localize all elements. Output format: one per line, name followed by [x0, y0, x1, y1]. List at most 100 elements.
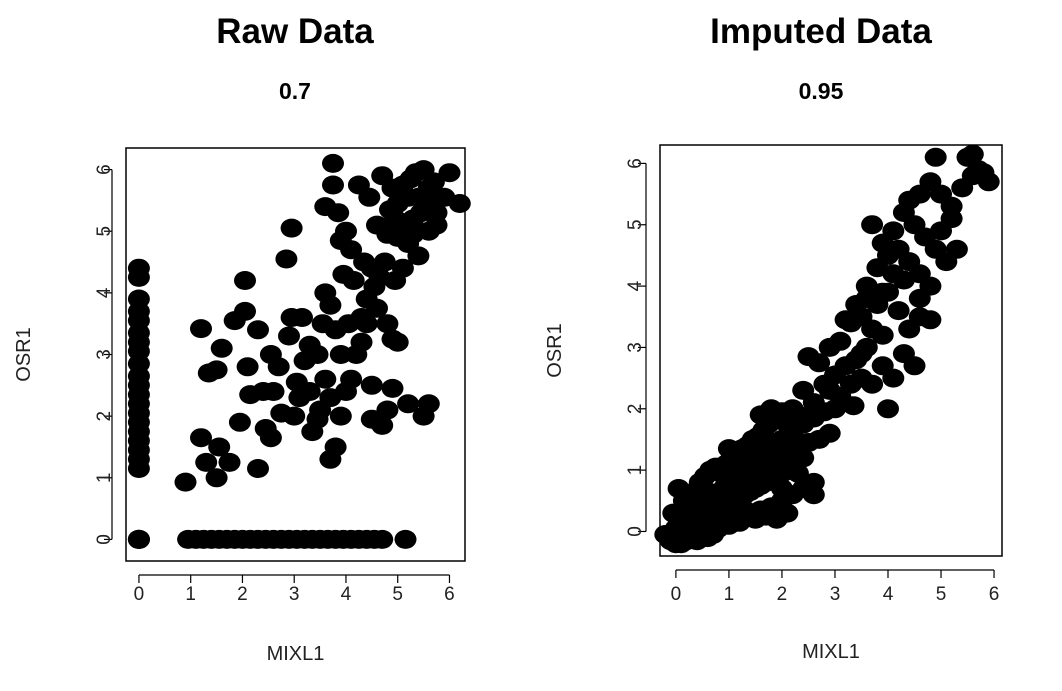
data-point	[407, 246, 430, 266]
data-point	[205, 468, 228, 488]
data-point	[234, 301, 256, 321]
x-tick-label: 4	[883, 584, 894, 605]
raw-data-plot: 0 1 2 3 4 5 6 0 1 2 3 4 5 6 MIXL1 OSR1	[13, 147, 471, 665]
data-point	[802, 393, 825, 413]
data-point	[353, 252, 376, 272]
data-point	[278, 326, 300, 346]
data-point	[391, 258, 414, 278]
data-point	[319, 295, 342, 315]
data-point	[945, 239, 968, 259]
data-point	[376, 400, 399, 420]
data-point	[332, 264, 355, 284]
data-points	[654, 144, 1000, 554]
data-point	[319, 449, 342, 469]
data-point	[871, 282, 894, 302]
x-axis-label: MIXL1	[267, 643, 325, 665]
data-point	[386, 332, 409, 352]
y-tick-label: 4	[625, 280, 646, 291]
data-point	[234, 271, 256, 290]
data-point	[291, 308, 313, 327]
plot-frame	[125, 147, 466, 562]
data-point	[366, 298, 388, 318]
data-point	[871, 356, 894, 376]
data-point	[842, 396, 865, 416]
data-point	[415, 187, 438, 207]
data-point	[322, 175, 344, 195]
y-axis-label: OSR1	[13, 327, 35, 381]
data-point	[205, 360, 228, 380]
data-point	[397, 394, 420, 414]
data-point	[314, 369, 337, 389]
data-point	[882, 264, 905, 284]
y-tick-label: 5	[625, 219, 646, 230]
data-point	[127, 529, 150, 549]
data-point	[371, 415, 394, 435]
y-tick-label: 2	[94, 411, 115, 422]
data-point	[802, 485, 825, 505]
x-axis-label: MIXL1	[802, 641, 860, 663]
y-tick-label: 6	[94, 164, 115, 175]
data-point	[190, 319, 212, 339]
y-axis-label: OSR1	[544, 323, 566, 377]
data-point	[337, 314, 360, 334]
data-point	[329, 345, 352, 364]
data-point	[247, 320, 269, 340]
data-point	[908, 288, 931, 308]
data-point	[776, 503, 799, 523]
data-point	[371, 529, 394, 549]
data-point	[228, 412, 251, 432]
data-point	[394, 529, 417, 549]
data-point	[861, 215, 884, 235]
x-tick-label: 5	[936, 584, 947, 605]
y-tick-label: 3	[94, 349, 115, 360]
data-point	[877, 399, 899, 419]
data-point	[236, 357, 259, 377]
data-point	[829, 331, 852, 351]
y-tick-label: 0	[625, 526, 646, 537]
data-point	[270, 403, 293, 423]
data-point	[919, 310, 942, 330]
data-point	[340, 369, 363, 389]
data-point	[363, 277, 386, 297]
data-point	[924, 147, 947, 167]
y-tick-label: 0	[94, 534, 115, 545]
imputed-data-panel: Imputed Data 0.95 0 1 2 3 4 5 6 0 1 2 3 4 5 6 MIXL1 OSR…	[531, 0, 1062, 691]
data-point	[850, 368, 873, 388]
data-point	[355, 314, 378, 334]
data-point	[322, 153, 344, 173]
data-point	[940, 209, 963, 229]
data-point	[190, 428, 212, 448]
data-point	[335, 221, 357, 241]
data-point	[871, 325, 894, 345]
data-point	[218, 452, 241, 472]
data-point	[808, 353, 831, 373]
data-point	[280, 218, 303, 238]
y-tick-label: 6	[625, 158, 646, 169]
data-point	[285, 372, 308, 392]
chart-title: Imputed Data	[710, 12, 932, 51]
data-point	[298, 335, 321, 355]
x-tick-label: 6	[444, 584, 455, 605]
data-point	[417, 394, 440, 414]
y-tick-label: 1	[94, 472, 115, 483]
raw-data-panel: Raw Data 0.7 0 1 2 3 4 5 6 0 1 2 3 4 5 6 MIXL1 OSR1	[13, 12, 471, 665]
imputed-data-plot: 0 1 2 3 4 5 6 0 1 2 3 4 5 6 MIXL1 OSR1	[544, 144, 1003, 663]
chart-subtitle: 0.7	[279, 78, 311, 104]
data-point	[438, 163, 461, 183]
x-tick-label: 3	[830, 584, 841, 605]
x-tick-label: 2	[777, 584, 788, 605]
chart-subtitle: 0.95	[798, 78, 844, 104]
data-point	[771, 479, 793, 498]
data-point	[712, 512, 735, 532]
chart-title: Raw Data	[216, 12, 374, 51]
data-point	[210, 338, 233, 358]
data-point	[376, 314, 399, 334]
data-point	[127, 289, 150, 309]
data-point	[262, 382, 285, 401]
data-point	[174, 472, 197, 492]
data-point	[327, 203, 350, 223]
plot-frame	[659, 144, 1003, 557]
data-point	[696, 482, 719, 502]
data-point	[389, 215, 412, 235]
data-points	[127, 153, 471, 549]
